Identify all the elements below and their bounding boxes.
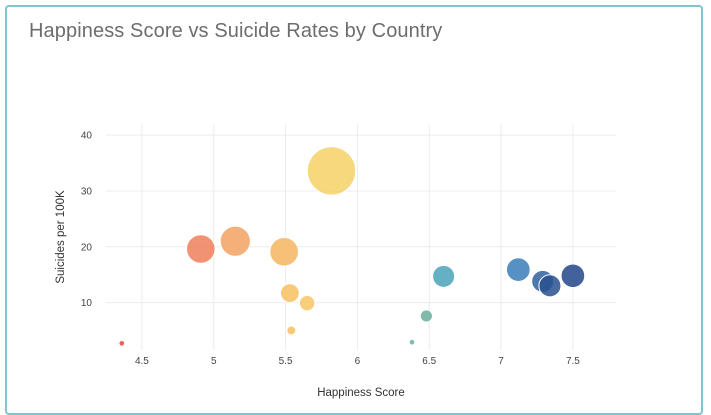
bubble-point[interactable] xyxy=(280,283,300,303)
bubble-point[interactable] xyxy=(408,338,416,346)
x-tick-label: 6.5 xyxy=(422,356,436,367)
y-axis-ticks: 10 20 30 40 xyxy=(81,131,93,309)
x-axis-ticks: 4.5 5 5.5 6 6.5 7 7.5 xyxy=(135,356,580,367)
bubble-point[interactable] xyxy=(118,339,126,347)
bubble-point[interactable] xyxy=(186,234,216,264)
data-points xyxy=(118,146,586,347)
bubble-point[interactable] xyxy=(306,146,357,196)
bubble-point[interactable] xyxy=(560,263,586,289)
bubble-point[interactable] xyxy=(286,325,297,336)
bubble-point[interactable] xyxy=(219,225,251,257)
y-tick-label: 20 xyxy=(81,242,93,253)
y-axis-title: Suicides per 100K xyxy=(55,190,67,284)
bubble-point[interactable] xyxy=(419,309,433,323)
bubble-point[interactable] xyxy=(298,294,316,312)
chart-title: Happiness Score vs Suicide Rates by Coun… xyxy=(29,20,443,42)
grid-lines xyxy=(106,124,616,350)
x-tick-label: 6 xyxy=(355,356,361,367)
bubble-point[interactable] xyxy=(505,257,531,282)
x-tick-label: 5 xyxy=(211,356,217,367)
bubble-point[interactable] xyxy=(269,236,299,267)
x-tick-label: 4.5 xyxy=(135,356,149,367)
x-tick-label: 7.5 xyxy=(566,356,580,367)
bubble-point[interactable] xyxy=(538,274,562,298)
y-tick-label: 10 xyxy=(81,298,93,309)
bubble-point[interactable] xyxy=(432,264,456,288)
y-tick-label: 40 xyxy=(81,131,93,142)
x-tick-label: 7 xyxy=(498,356,504,367)
x-tick-label: 5.5 xyxy=(279,356,293,367)
chart-card: Happiness Score vs Suicide Rates by Coun… xyxy=(5,5,703,415)
x-axis-title: Happiness Score xyxy=(317,387,405,399)
y-tick-label: 30 xyxy=(81,186,93,197)
